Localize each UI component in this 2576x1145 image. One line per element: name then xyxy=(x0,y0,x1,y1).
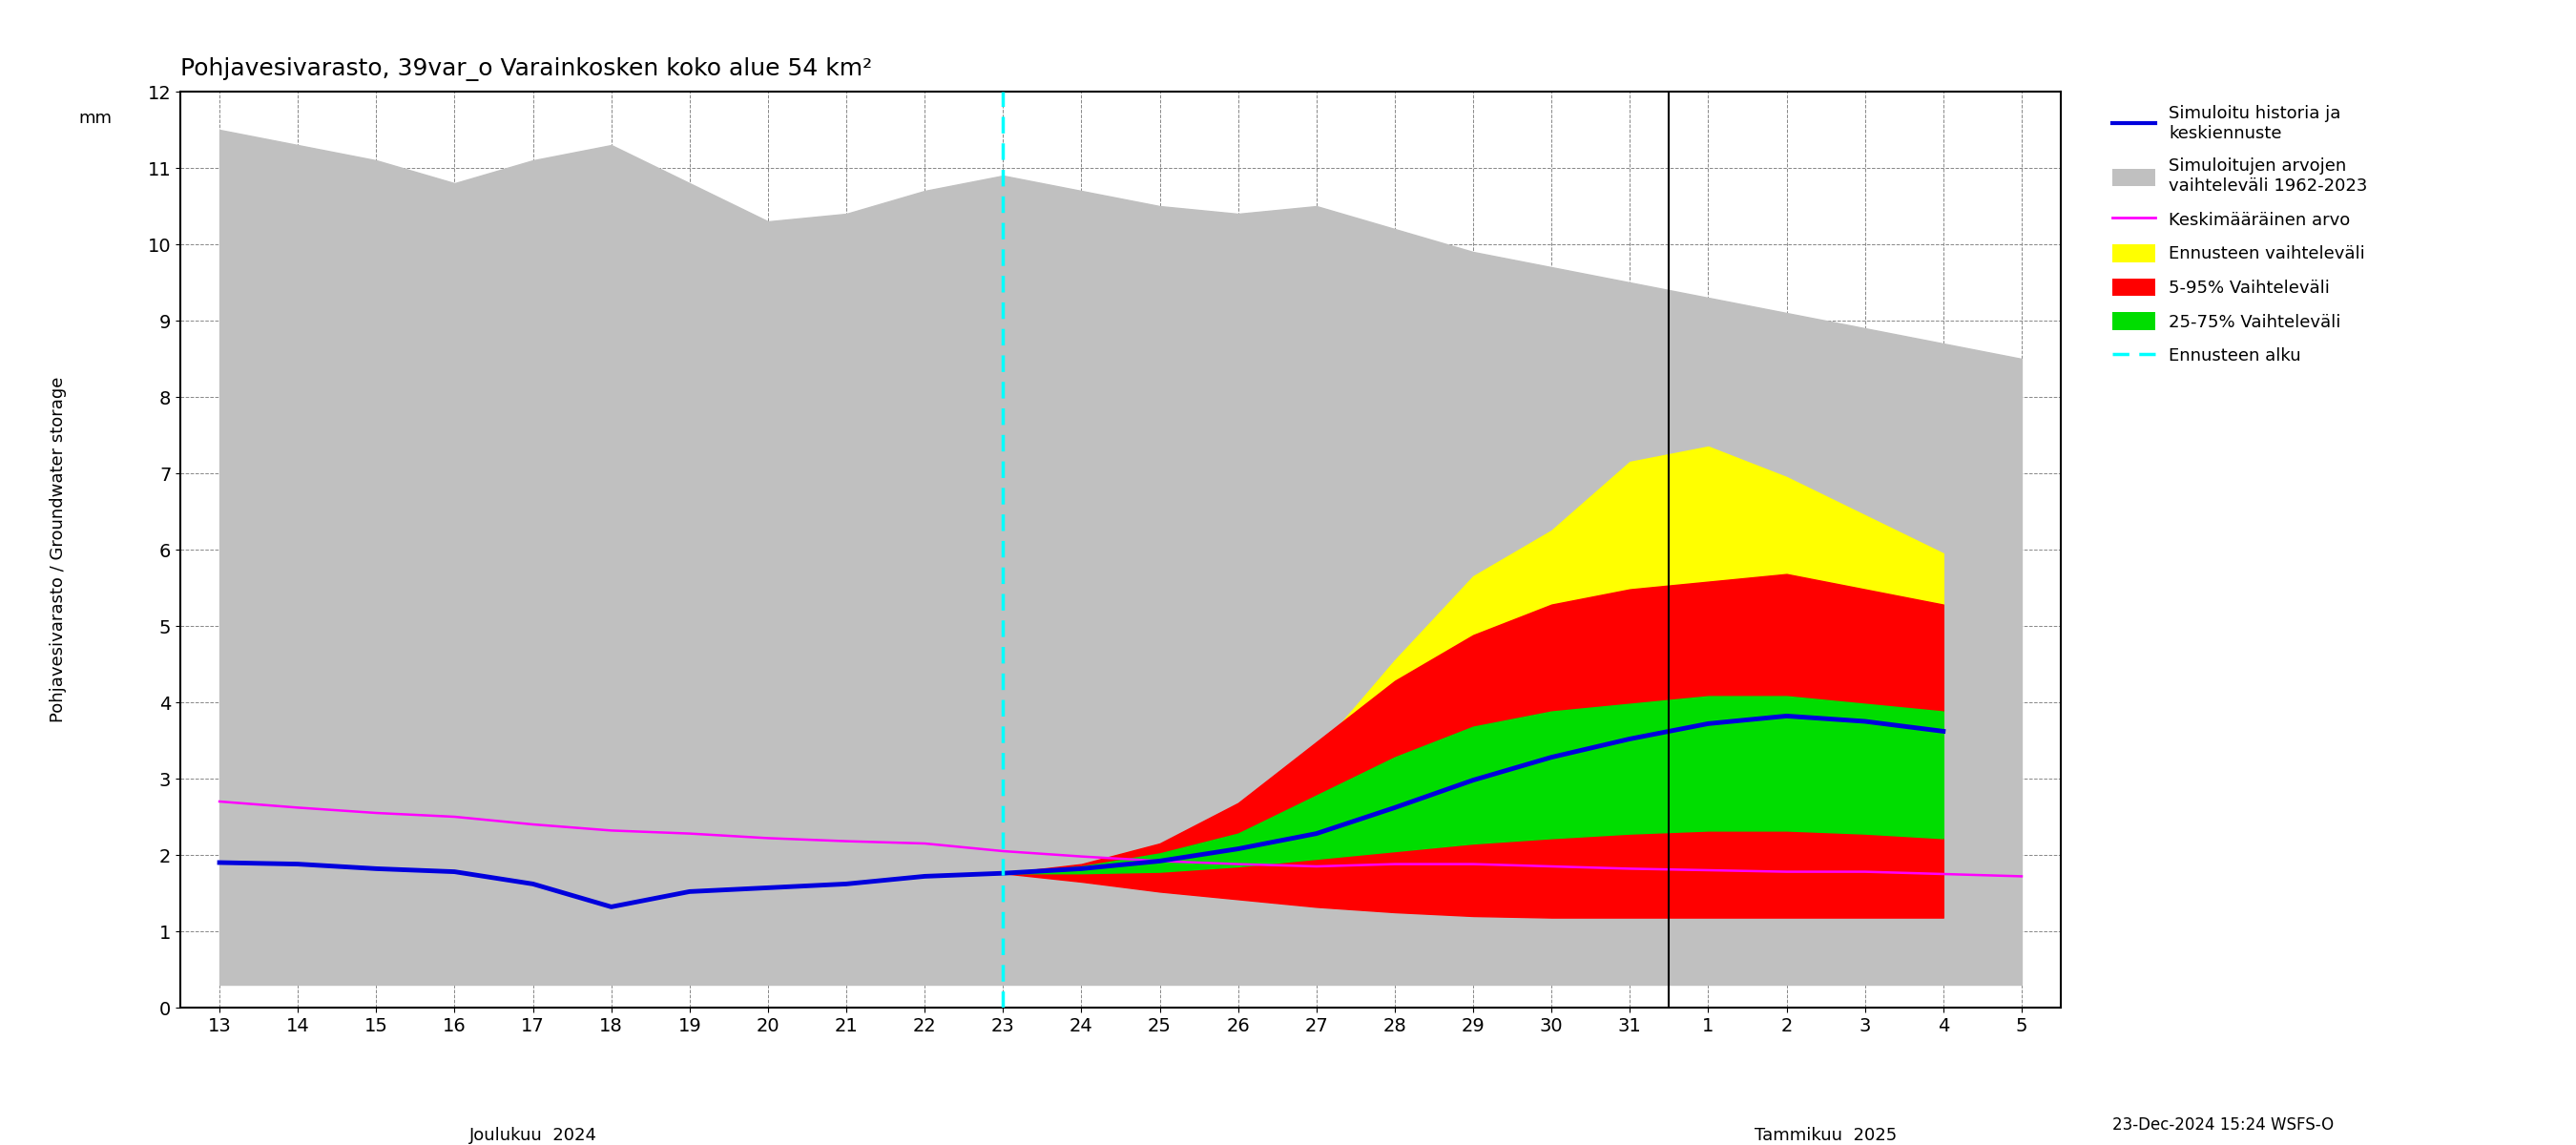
Text: mm: mm xyxy=(80,110,113,127)
Text: Pohjavesivarasto / Groundwater storage: Pohjavesivarasto / Groundwater storage xyxy=(49,377,67,722)
Legend: Simuloitu historia ja
keskiennuste, Simuloitujen arvojen
vaihteleväli 1962-2023,: Simuloitu historia ja keskiennuste, Simu… xyxy=(2107,101,2372,370)
Text: Joulukuu  2024: Joulukuu 2024 xyxy=(469,1127,598,1144)
Text: Pohjavesivarasto, 39var_o Varainkosken koko alue 54 km²: Pohjavesivarasto, 39var_o Varainkosken k… xyxy=(180,57,873,81)
Text: Tammikuu  2025: Tammikuu 2025 xyxy=(1754,1127,1896,1144)
Text: 23-Dec-2024 15:24 WSFS-O: 23-Dec-2024 15:24 WSFS-O xyxy=(2112,1116,2334,1134)
